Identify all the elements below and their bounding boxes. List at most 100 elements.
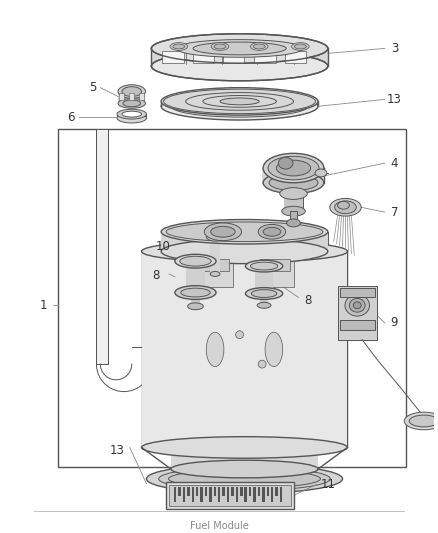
Text: 8: 8 <box>304 294 312 307</box>
Bar <box>260 259 290 271</box>
Ellipse shape <box>164 89 315 114</box>
Ellipse shape <box>345 295 370 316</box>
Bar <box>200 487 203 503</box>
Ellipse shape <box>118 85 145 99</box>
Ellipse shape <box>161 93 318 120</box>
Bar <box>284 193 303 211</box>
Bar <box>174 487 177 503</box>
Bar <box>191 487 194 503</box>
Ellipse shape <box>206 332 224 367</box>
Text: 9: 9 <box>391 317 398 329</box>
Bar <box>262 487 265 503</box>
Bar <box>338 286 377 340</box>
Bar <box>178 487 181 496</box>
Text: 3: 3 <box>391 42 398 55</box>
Ellipse shape <box>263 154 324 183</box>
Bar <box>119 93 124 100</box>
Ellipse shape <box>169 470 321 488</box>
Ellipse shape <box>282 206 305 216</box>
Text: 11: 11 <box>320 478 336 491</box>
Text: 13: 13 <box>387 93 402 106</box>
Ellipse shape <box>211 43 229 51</box>
Bar <box>141 252 347 447</box>
Ellipse shape <box>315 169 327 177</box>
Ellipse shape <box>258 224 286 239</box>
Ellipse shape <box>338 201 350 209</box>
Bar <box>290 211 297 223</box>
Bar <box>58 129 406 467</box>
Bar <box>193 51 214 63</box>
Text: 13: 13 <box>110 444 124 457</box>
Text: 8: 8 <box>152 269 160 282</box>
Ellipse shape <box>251 43 268 51</box>
Ellipse shape <box>152 51 328 81</box>
Bar <box>186 261 205 293</box>
Bar <box>183 487 185 503</box>
Ellipse shape <box>236 331 244 338</box>
Ellipse shape <box>280 188 307 199</box>
Ellipse shape <box>141 437 347 458</box>
Ellipse shape <box>251 262 278 270</box>
Ellipse shape <box>141 240 347 262</box>
Ellipse shape <box>170 43 187 51</box>
Bar <box>240 487 243 496</box>
Ellipse shape <box>117 109 146 119</box>
Bar <box>267 487 269 496</box>
Bar <box>214 487 216 496</box>
Ellipse shape <box>210 271 220 277</box>
Ellipse shape <box>251 289 277 297</box>
Bar <box>195 259 233 287</box>
Bar <box>223 51 244 63</box>
Ellipse shape <box>220 98 259 105</box>
Ellipse shape <box>193 42 286 55</box>
Ellipse shape <box>204 223 241 240</box>
Text: 10: 10 <box>155 240 170 253</box>
Ellipse shape <box>269 175 318 191</box>
Ellipse shape <box>278 157 293 169</box>
Ellipse shape <box>146 464 343 494</box>
Ellipse shape <box>245 260 283 272</box>
Bar <box>171 447 318 469</box>
Ellipse shape <box>166 222 323 241</box>
Text: 4: 4 <box>391 157 398 169</box>
Bar <box>260 294 268 305</box>
Ellipse shape <box>268 156 319 180</box>
Bar <box>280 487 282 503</box>
Bar <box>339 320 375 330</box>
Bar <box>166 482 293 509</box>
Ellipse shape <box>292 43 309 51</box>
Bar <box>161 232 328 252</box>
Ellipse shape <box>263 172 324 193</box>
Ellipse shape <box>152 34 328 63</box>
Bar <box>210 237 220 274</box>
Ellipse shape <box>175 286 216 300</box>
Bar <box>199 259 229 271</box>
Ellipse shape <box>286 219 300 227</box>
Bar <box>223 487 225 496</box>
Text: Fuel Module: Fuel Module <box>190 521 248 531</box>
Ellipse shape <box>294 44 306 49</box>
Bar <box>196 487 198 496</box>
Ellipse shape <box>181 288 210 297</box>
Bar <box>285 51 306 63</box>
Bar <box>263 168 324 183</box>
Bar <box>152 49 328 66</box>
Bar <box>276 487 278 496</box>
Text: 6: 6 <box>67 110 75 124</box>
Bar <box>205 487 207 496</box>
Ellipse shape <box>175 254 216 268</box>
Ellipse shape <box>335 201 356 214</box>
Bar <box>254 51 276 63</box>
Ellipse shape <box>117 113 146 123</box>
Bar <box>187 487 190 496</box>
Text: 7: 7 <box>391 206 398 219</box>
Ellipse shape <box>257 302 271 308</box>
Ellipse shape <box>176 39 303 57</box>
Ellipse shape <box>173 44 185 49</box>
Bar <box>244 487 247 503</box>
Bar <box>129 93 134 100</box>
Ellipse shape <box>265 332 283 367</box>
Ellipse shape <box>159 467 330 490</box>
Ellipse shape <box>161 220 328 244</box>
Bar <box>258 487 260 496</box>
